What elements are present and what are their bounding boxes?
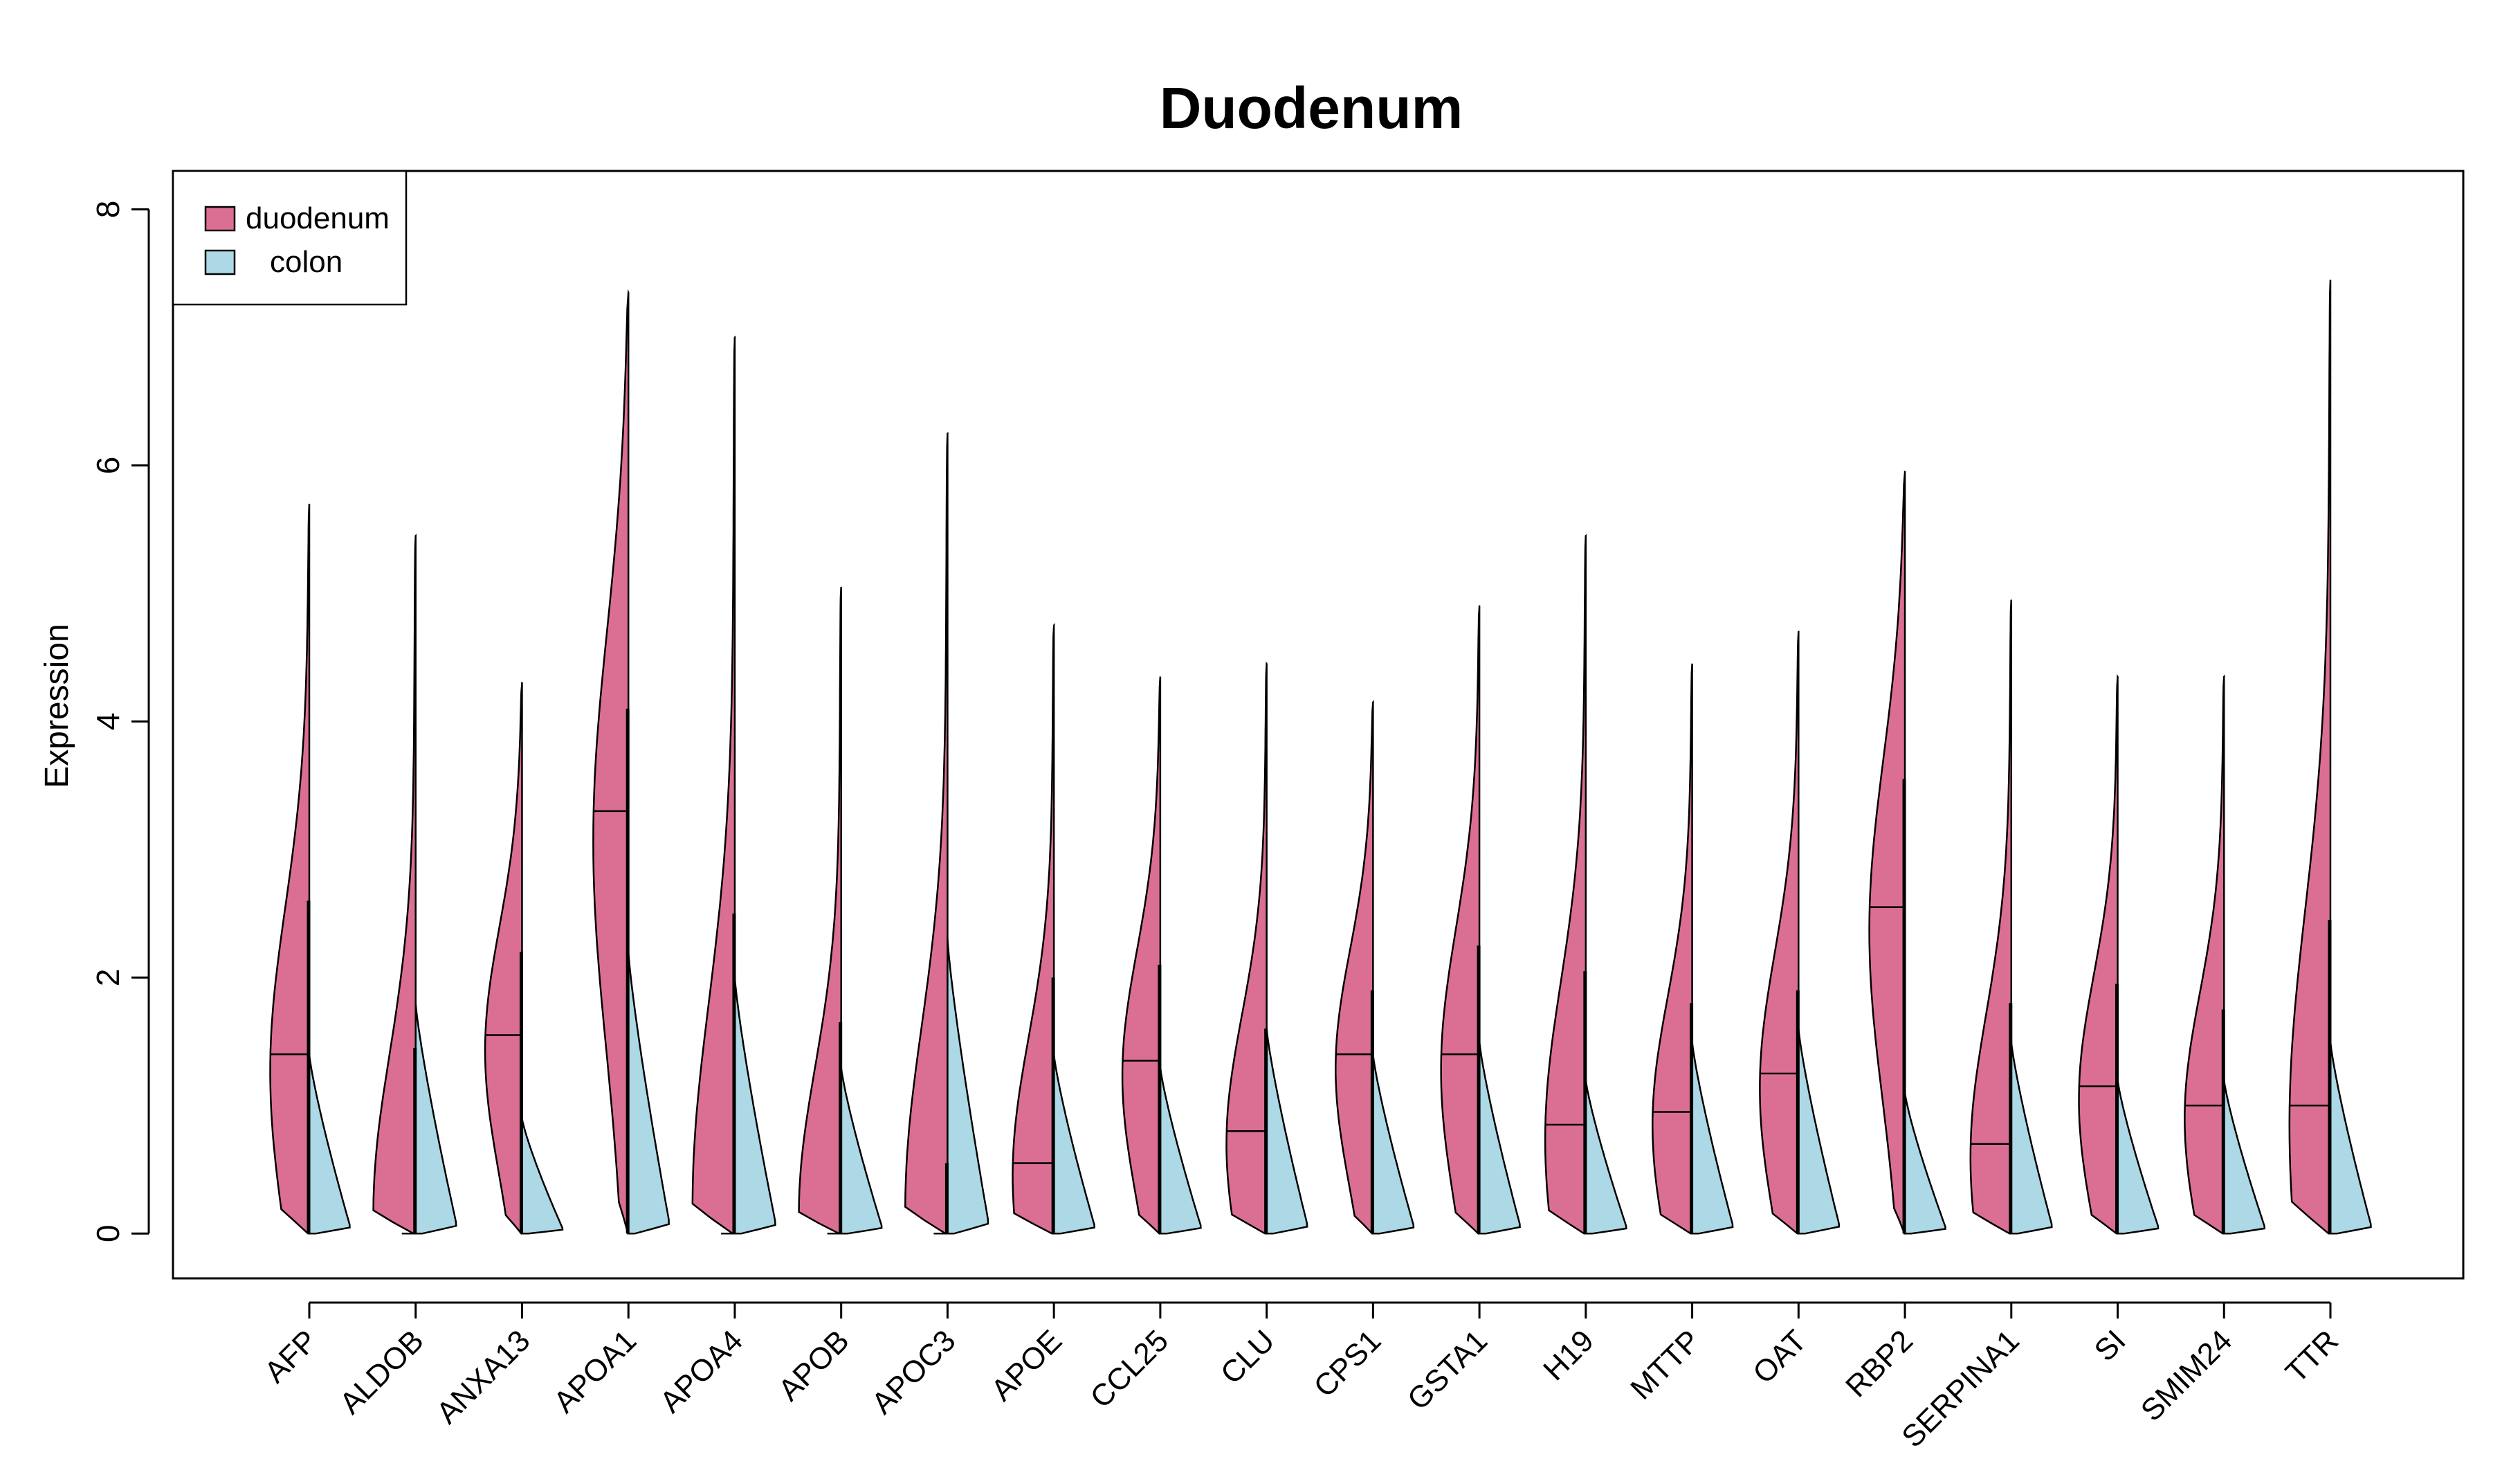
- violin-duodenum-serpina1: [1969, 599, 2013, 1235]
- y-tick-label-3: 6: [90, 457, 126, 475]
- violin-colon-apoa4: [733, 976, 776, 1235]
- violin-clu: [1225, 661, 1308, 1235]
- violin-rbp2: [1868, 470, 1946, 1235]
- violin-duodenum-aldob: [372, 534, 417, 1235]
- violin-colon-apoa1: [627, 951, 670, 1235]
- violin-aldob: [372, 534, 457, 1235]
- violin-duodenum-apoc3: [904, 432, 949, 1235]
- violin-si: [2078, 674, 2160, 1235]
- violin-colon-ttr: [2329, 1041, 2372, 1235]
- violin-colon-si: [2117, 1078, 2160, 1235]
- y-axis: 0 2 4 6 8: [90, 201, 150, 1242]
- violin-apoe: [1012, 622, 1095, 1235]
- violin-gsta1: [1440, 605, 1521, 1235]
- violin-duodenum-h19: [1544, 534, 1587, 1235]
- violin-duodenum-cps1: [1335, 700, 1374, 1235]
- chart-title: Duodenum: [1160, 75, 1463, 141]
- violin-duodenum-apoe: [1012, 622, 1055, 1235]
- violin-colon-oat: [1797, 1027, 1841, 1235]
- violin-colon-anxa13: [521, 1116, 564, 1235]
- violin-colon-mttp: [1691, 1040, 1734, 1235]
- y-tick-label-1: 2: [90, 969, 126, 987]
- violin-apoa1: [592, 289, 670, 1235]
- violin-colon-rbp2: [1903, 1091, 1946, 1235]
- violin-apoa4: [691, 335, 776, 1235]
- violin-duodenum-mttp: [1652, 663, 1693, 1235]
- violin-serpina1: [1969, 599, 2053, 1235]
- violin-duodenum-gsta1: [1440, 605, 1481, 1235]
- y-tick-label-2: 4: [90, 713, 126, 731]
- violin-colon-aldob: [414, 1002, 457, 1235]
- violin-duodenum-oat: [1759, 631, 1800, 1235]
- violin-colon-apoc3: [946, 936, 989, 1235]
- legend: duodenum colon: [172, 170, 408, 306]
- violin-cps1: [1335, 700, 1415, 1235]
- violin-duodenum-ccl25: [1121, 676, 1162, 1235]
- violin-colon-apob: [840, 1066, 883, 1235]
- y-tick-label-0: 0: [90, 1224, 126, 1242]
- violin-apoc3: [904, 432, 989, 1235]
- violin-apob: [798, 586, 883, 1235]
- violin-anxa13: [484, 681, 564, 1235]
- violin-duodenum-apoa4: [691, 335, 736, 1235]
- violin-duodenum-afp: [269, 503, 311, 1235]
- violin-duodenum-clu: [1225, 661, 1268, 1235]
- violin-colon-cps1: [1372, 1053, 1415, 1235]
- violin-duodenum-anxa13: [484, 681, 523, 1235]
- plot-frame: [172, 170, 2465, 1280]
- violin-colon-h19: [1585, 1078, 1627, 1235]
- y-tick-label-4: 8: [90, 201, 126, 219]
- violin-duodenum-rbp2: [1868, 470, 1906, 1235]
- violin-duodenum-smim24: [2184, 674, 2225, 1235]
- violin-colon-apoe: [1052, 1053, 1095, 1235]
- legend-label-duodenum: duodenum: [246, 201, 390, 235]
- violin-duodenum-apoa1: [592, 289, 630, 1235]
- violin-colon-gsta1: [1478, 1040, 1521, 1235]
- violin-colon-ccl25: [1159, 1066, 1202, 1235]
- y-axis-label: Expression: [39, 624, 75, 788]
- violin-mttp: [1652, 663, 1734, 1235]
- violin-colon-afp: [308, 1054, 351, 1235]
- violin-ttr: [2288, 280, 2372, 1235]
- violins: [269, 280, 2372, 1235]
- violin-colon-clu: [1266, 1027, 1308, 1235]
- legend-swatch-duodenum: [204, 206, 236, 232]
- legend-label-colon: colon: [270, 245, 343, 279]
- violin-duodenum-ttr: [2288, 280, 2332, 1235]
- violin-oat: [1759, 631, 1841, 1235]
- violin-h19: [1544, 534, 1627, 1235]
- legend-box: [172, 170, 408, 306]
- violin-colon-serpina1: [2010, 1040, 2053, 1235]
- violin-smim24: [2184, 674, 2266, 1235]
- violin-ccl25: [1121, 676, 1202, 1235]
- violin-afp: [269, 503, 351, 1235]
- violin-colon-smim24: [2223, 1078, 2266, 1235]
- violin-duodenum-si: [2078, 674, 2119, 1235]
- violin-duodenum-apob: [798, 586, 842, 1235]
- legend-swatch-colon: [204, 249, 236, 275]
